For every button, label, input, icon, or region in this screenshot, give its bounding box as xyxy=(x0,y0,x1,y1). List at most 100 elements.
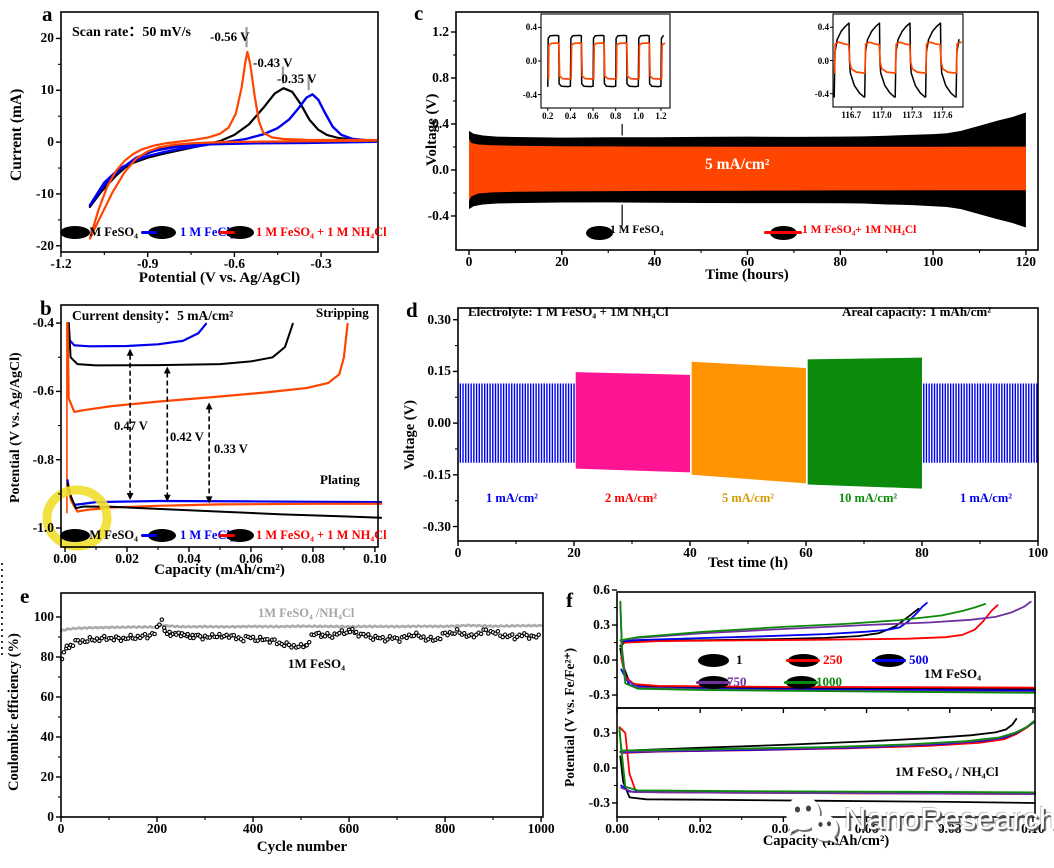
panel-a-ylabel: Current (mA) xyxy=(8,88,25,182)
tick-label: 0.0 xyxy=(593,652,610,668)
tick-label: 117.3 xyxy=(902,110,923,120)
tick-label: 0.4 xyxy=(432,115,449,131)
tick-label: 0.10 xyxy=(1021,821,1045,836)
tick-label: 116.7 xyxy=(841,110,862,120)
tick-label: 10 xyxy=(40,82,55,98)
tick-label: 100 xyxy=(1027,545,1049,560)
tick-label: -0.4 xyxy=(427,207,449,223)
tick-label: 0.8 xyxy=(432,69,449,85)
tick-label: -0.3 xyxy=(588,794,610,810)
tick-label: 0.6 xyxy=(587,111,599,121)
panel-d-xlabel: Test time (h) xyxy=(707,555,789,571)
tick-label: -0.30 xyxy=(422,518,451,534)
tick-label: 0 xyxy=(465,254,473,269)
tick-label: -0.3 xyxy=(588,687,610,703)
tick-label: 1.2 xyxy=(432,24,449,39)
panel-f: f 1 250 500 750 1000 1M FeSO₄ 1M FeSO₄ /… xyxy=(560,580,1054,868)
legend-line xyxy=(696,681,730,684)
legend-label: 1 M FeSO₄ + 1 M NH₄Cl xyxy=(256,528,387,542)
tick-label: 20 xyxy=(40,30,55,46)
tick-label: 0.15 xyxy=(427,363,451,379)
gap-label: 0.42 V xyxy=(170,430,204,444)
legend-label: 1 M FeCl₂ xyxy=(180,225,234,239)
tick-label: 0.10 xyxy=(363,551,387,566)
plating-label: Plating xyxy=(320,472,360,487)
tick-label: -0.15 xyxy=(422,466,451,482)
panel-a-xlabel: Potential (V vs. Ag/AgCl) xyxy=(138,270,301,286)
series-label: 1M FeSO₄ /NH₄Cl xyxy=(258,606,355,620)
panel-c: c 5 mA/cm² Voltage (V) Time (hours) 1 M … xyxy=(400,0,1054,290)
group-label: 1M FeSO₄ / NH₄Cl xyxy=(895,764,999,779)
legend-line xyxy=(219,231,235,234)
legend-marker-oval xyxy=(60,529,90,542)
tick-label: 20 xyxy=(40,769,55,784)
tick-label: 40 xyxy=(647,254,662,269)
panel-a-plot xyxy=(56,11,379,257)
tick-label: 60 xyxy=(799,545,813,560)
panel-e-plot xyxy=(56,592,544,822)
panel-d-letter: d xyxy=(406,298,418,322)
panel-d-plot xyxy=(453,307,1039,546)
gap-label: 0.33 V xyxy=(214,442,248,456)
panel-f-ylabel: Potential (V vs. Fe/Fe²⁺) xyxy=(562,647,577,788)
panel-e-letter: e xyxy=(20,584,30,608)
tick-label: 80 xyxy=(915,545,929,560)
tick-label: 60 xyxy=(40,689,55,704)
tick-label: -10 xyxy=(36,185,54,201)
panel-e-xlabel: Cycle number xyxy=(256,839,348,855)
tick-label: 1.2 xyxy=(655,111,667,121)
tick-label: 0.08 xyxy=(301,551,325,566)
tick-label: 80 xyxy=(833,254,848,269)
tick-label: 200 xyxy=(146,821,168,836)
tick-label: 0.8 xyxy=(610,111,622,121)
current-density-label: 5 mA/cm² xyxy=(705,156,770,173)
scan-rate-annotation: Scan rate：50 mV/s xyxy=(72,25,191,40)
legend-line xyxy=(141,534,157,537)
tick-label: 0.4 xyxy=(525,22,537,33)
rate-label: 5 mA/cm² xyxy=(722,491,774,505)
panel-c-letter: c xyxy=(414,1,424,25)
tick-label: -0.6 xyxy=(32,383,54,399)
tick-label: 0.2 xyxy=(542,111,554,121)
peak-label: -0.35 V xyxy=(277,71,317,86)
panel-c-xlabel: Time (hours) xyxy=(705,267,789,283)
areal-capacity-annotation: Areal capacity: 1 mAh/cm² xyxy=(842,304,992,319)
stripping-label: Stripping xyxy=(316,305,369,320)
legend-label: 1 M FeSO₄ xyxy=(80,528,138,542)
panel-a: a Scan rate：50 mV/s -0.56 V -0.43 V -0.3… xyxy=(0,0,410,290)
tick-label: 1000 xyxy=(527,821,555,836)
legend-label: 1000 xyxy=(816,674,842,689)
tick-label: 120 xyxy=(1015,254,1037,269)
tick-label: 0.0 xyxy=(432,161,449,177)
tick-label: 60 xyxy=(740,254,755,269)
peak-label: -0.56 V xyxy=(210,29,250,44)
tick-label: 0 xyxy=(454,545,462,560)
electrolyte-annotation: Electrolyte: 1 M FeSO₄ + 1M NH₄Cl xyxy=(468,304,669,319)
tick-label: -0.8 xyxy=(32,451,54,467)
panel-e-ylabel: Coulombic efficiency (%) xyxy=(6,633,22,792)
panel-f-xlabel: Capacity (mAh/cm²) xyxy=(762,833,890,849)
gap-label: 0.47 V xyxy=(114,419,148,433)
legend-label: 1 M FeSO₄ + 1 M NH₄Cl xyxy=(256,225,387,239)
watermark-text: NanoResearch xyxy=(844,801,1054,836)
tick-label: 20 xyxy=(567,545,581,560)
panel-f-plot xyxy=(612,589,1036,822)
tick-label: 0.0 xyxy=(593,759,610,775)
series-label: 1M FeSO₄ xyxy=(288,656,345,671)
tick-label: 0 xyxy=(47,134,54,150)
tick-label: -20 xyxy=(36,237,54,253)
tick-label: 0.6 xyxy=(593,582,610,598)
dotted-line-artifact xyxy=(1,563,3,659)
legend-line xyxy=(764,231,802,234)
tick-label: 117.0 xyxy=(871,110,892,120)
tick-label: -0.9 xyxy=(137,256,159,271)
panel-b: b Current density：5 mA/cm² Stripping Pla… xyxy=(0,290,410,580)
tick-label: 0 xyxy=(57,821,65,836)
tick-label: 100 xyxy=(922,254,944,269)
tick-label: 20 xyxy=(555,254,569,269)
tick-label: 100 xyxy=(33,609,54,624)
panel-a-letter: a xyxy=(42,2,53,26)
wechat-icon xyxy=(786,796,838,844)
watermark: NanoResearch xyxy=(778,790,1054,848)
